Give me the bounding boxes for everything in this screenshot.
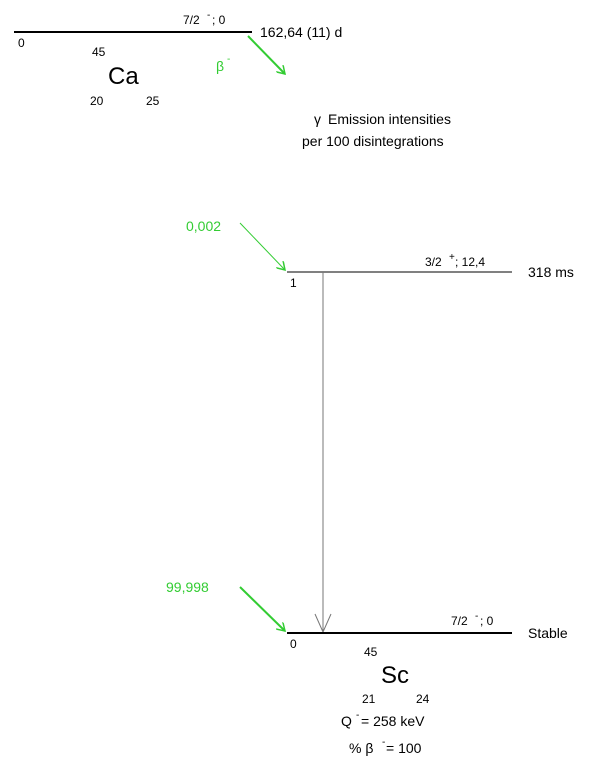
- daughter-mass-number: 45: [364, 645, 378, 659]
- branching-value: = 100: [386, 740, 422, 756]
- beta-decay-arrow: [247, 35, 285, 74]
- parent-symbol: Ca: [108, 63, 139, 90]
- level-1-feeding-arrow: [239, 222, 285, 270]
- level-0-feeding-intensity: 99,998: [166, 579, 209, 595]
- level-0-energy-suffix: ; 0: [480, 614, 494, 628]
- q-value-label: Q: [341, 713, 352, 729]
- parent-spin-parity: 7/2: [183, 13, 200, 27]
- parent-atomic-number: 20: [90, 94, 104, 108]
- daughter-atomic-number: 21: [362, 692, 376, 706]
- branching-label: % β: [349, 740, 373, 756]
- parent-neutron-number: 25: [146, 94, 160, 108]
- level-1-half-life: 318 ms: [528, 264, 574, 280]
- q-value: = 258 keV: [361, 713, 425, 729]
- daughter-symbol: Sc: [381, 662, 409, 689]
- level-0-feeding-arrow: [239, 586, 285, 631]
- parent-spin-sign: -: [207, 10, 210, 21]
- level-1-energy-suffix: ; 12,4: [455, 255, 485, 269]
- q-value-sign: -: [356, 710, 359, 721]
- gamma-symbol: γ: [314, 111, 321, 127]
- daughter-neutron-number: 24: [416, 692, 430, 706]
- parent-level-energy: 0: [18, 36, 25, 50]
- level-0-spin-sign: -: [475, 611, 478, 622]
- level-1-spin-sign: +: [449, 252, 455, 263]
- level-1-spin-parity: 3/2: [425, 255, 442, 269]
- level-0-index: 0: [290, 637, 297, 651]
- level-0-spin-parity: 7/2: [451, 614, 468, 628]
- beta-decay-sign: -: [227, 54, 230, 65]
- legend-line-1: Emission intensities: [328, 111, 451, 127]
- beta-decay-label: β: [216, 58, 224, 74]
- parent-mass-number: 45: [92, 45, 106, 59]
- legend-line-2: per 100 disintegrations: [302, 133, 444, 149]
- branching-sign: -: [382, 737, 385, 748]
- level-1-feeding-intensity: 0,002: [186, 218, 221, 234]
- parent-energy-suffix: ; 0: [212, 13, 226, 27]
- level-1-index: 1: [290, 276, 297, 290]
- level-0-half-life: Stable: [528, 625, 568, 641]
- parent-half-life: 162,64 (11) d: [260, 24, 342, 40]
